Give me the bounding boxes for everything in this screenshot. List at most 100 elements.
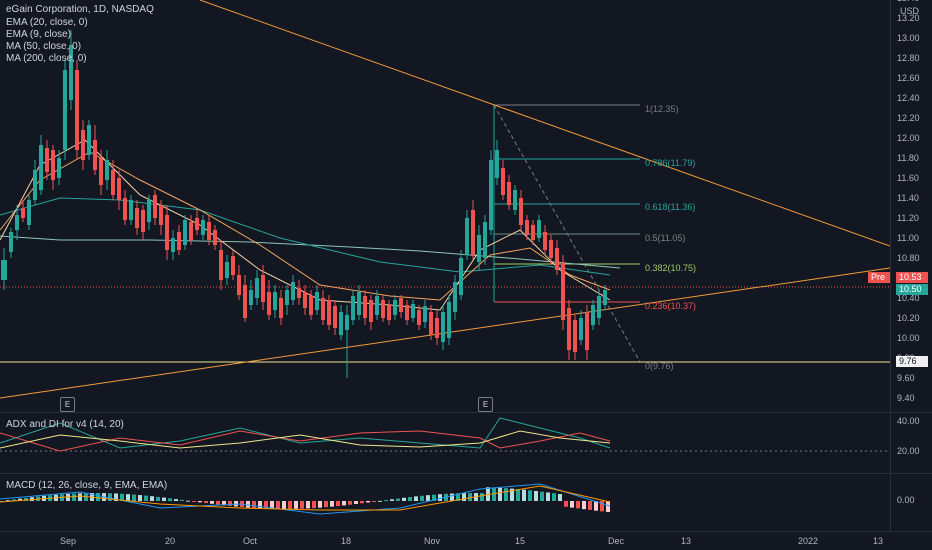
macd-chart[interactable] xyxy=(0,474,890,531)
macd-histogram-bar xyxy=(390,499,394,501)
macd-axis[interactable]: 0.00 xyxy=(890,474,932,531)
macd-histogram-bar xyxy=(438,494,442,501)
price-tick: 9.60 xyxy=(897,373,915,383)
time-axis[interactable] xyxy=(0,532,932,550)
candle-body xyxy=(453,282,457,312)
macd-histogram-bar xyxy=(210,501,214,504)
adx-title[interactable]: ADX and DI for v4 (14, 20) xyxy=(6,419,124,430)
indicator-ema9-label[interactable]: EMA (9, close) xyxy=(6,29,72,40)
price-tick: 12.80 xyxy=(897,53,920,63)
macd-histogram-bar xyxy=(66,493,70,501)
candle-body xyxy=(507,182,511,205)
candle-body xyxy=(405,305,409,320)
candle-body xyxy=(387,305,391,320)
candle-body xyxy=(117,178,121,200)
earnings-badge-sep[interactable]: E xyxy=(60,397,75,412)
candle-body xyxy=(1,260,7,280)
trendline-upper xyxy=(199,0,891,247)
price-tick: 12.20 xyxy=(897,113,920,123)
macd-histogram-bar xyxy=(516,489,520,501)
candle-body xyxy=(87,125,91,155)
candle-body xyxy=(351,296,355,320)
candle-body xyxy=(363,296,367,318)
macd-histogram-bar xyxy=(414,496,418,501)
macd-histogram-bar xyxy=(330,501,334,507)
pane-separator[interactable] xyxy=(0,473,932,474)
candle-body xyxy=(357,292,361,315)
macd-histogram-bar xyxy=(282,501,286,509)
macd-histogram-bar xyxy=(336,501,340,507)
time-tick: 15 xyxy=(514,536,526,546)
price-tick: 11.00 xyxy=(897,233,919,243)
macd-histogram-bar xyxy=(222,501,226,506)
pane-separator[interactable] xyxy=(0,412,932,413)
earnings-badge-nov[interactable]: E xyxy=(478,397,493,412)
price-chart-pane[interactable]: eGain Corporation, 1D, NASDAQ EMA (20, c… xyxy=(0,0,891,412)
indicator-ma50-label[interactable]: MA (50, close, 0) xyxy=(6,41,82,52)
candle-body xyxy=(441,312,445,342)
fib-label-1: 1(12.35) xyxy=(645,104,679,114)
indicator-ema20-label[interactable]: EMA (20, close, 0) xyxy=(6,17,88,28)
macd-histogram-bar xyxy=(12,499,16,501)
macd-histogram-bar xyxy=(552,493,556,501)
macd-histogram-bar xyxy=(372,501,376,502)
time-tick: Oct xyxy=(242,536,258,546)
candle-body xyxy=(501,168,505,195)
time-tick: Sep xyxy=(59,536,77,546)
candle-body xyxy=(519,198,523,225)
macd-histogram-bar xyxy=(162,497,166,501)
macd-histogram-bar xyxy=(522,489,526,501)
macd-histogram-bar xyxy=(450,493,454,501)
time-tick: Nov xyxy=(423,536,441,546)
candle-body xyxy=(105,160,109,180)
ma200-line xyxy=(0,235,621,269)
candle-body xyxy=(447,302,451,338)
candle-body xyxy=(153,195,157,218)
candle-body xyxy=(525,220,529,235)
candle-body xyxy=(111,170,115,195)
macd-histogram-bar xyxy=(324,501,328,508)
candle-body xyxy=(147,200,151,222)
candle-body xyxy=(435,318,439,338)
macd-title[interactable]: MACD (12, 26, close, 9, EMA, EMA) xyxy=(6,480,168,491)
macd-histogram-bar xyxy=(468,493,472,501)
macd-histogram-bar xyxy=(144,495,148,501)
macd-histogram-bar xyxy=(378,500,382,502)
candle-body xyxy=(33,170,37,200)
candle-body xyxy=(9,232,13,252)
candle-body xyxy=(141,210,145,232)
candle-body xyxy=(321,298,325,320)
candle-body xyxy=(45,148,49,172)
candle-body xyxy=(465,218,469,255)
macd-histogram-bar xyxy=(204,501,208,504)
adx-axis[interactable]: 40.00 20.00 xyxy=(890,413,932,473)
pane-separator[interactable] xyxy=(0,531,932,532)
macd-histogram-bar xyxy=(6,500,10,502)
macd-histogram-bar xyxy=(426,495,430,501)
macd-histogram-bar xyxy=(108,493,112,501)
time-tick: 20 xyxy=(164,536,176,546)
candle-body xyxy=(585,312,589,350)
candle-body xyxy=(165,215,169,250)
price-tick: 10.00 xyxy=(897,333,920,343)
adx-pane[interactable]: ADX and DI for v4 (14, 20) xyxy=(0,413,890,473)
signal-line xyxy=(0,485,611,511)
price-tick: 13.40 xyxy=(897,0,920,3)
adx-chart[interactable] xyxy=(0,413,890,473)
di-plus-line xyxy=(0,417,611,449)
candle-body xyxy=(513,190,517,210)
macd-histogram-bar xyxy=(348,501,352,505)
macd-histogram-bar xyxy=(462,493,466,501)
candle-body xyxy=(555,248,559,270)
candle-body xyxy=(489,160,493,230)
macd-histogram-bar xyxy=(564,501,568,507)
price-chart[interactable] xyxy=(0,0,891,412)
macd-histogram-bar xyxy=(168,498,172,501)
price-axis[interactable]: 13.40 13.20 13.00 12.80 12.60 12.40 12.20 12.00… xyxy=(890,0,932,412)
fib-label-0618: 0.618(11.36) xyxy=(645,202,696,212)
macd-pane[interactable]: MACD (12, 26, close, 9, EMA, EMA) xyxy=(0,474,890,531)
candle-body xyxy=(69,45,73,100)
macd-histogram-bar xyxy=(276,501,280,509)
macd-histogram-bar xyxy=(420,495,424,501)
indicator-ma200-label[interactable]: MA (200, close, 0) xyxy=(6,53,87,64)
